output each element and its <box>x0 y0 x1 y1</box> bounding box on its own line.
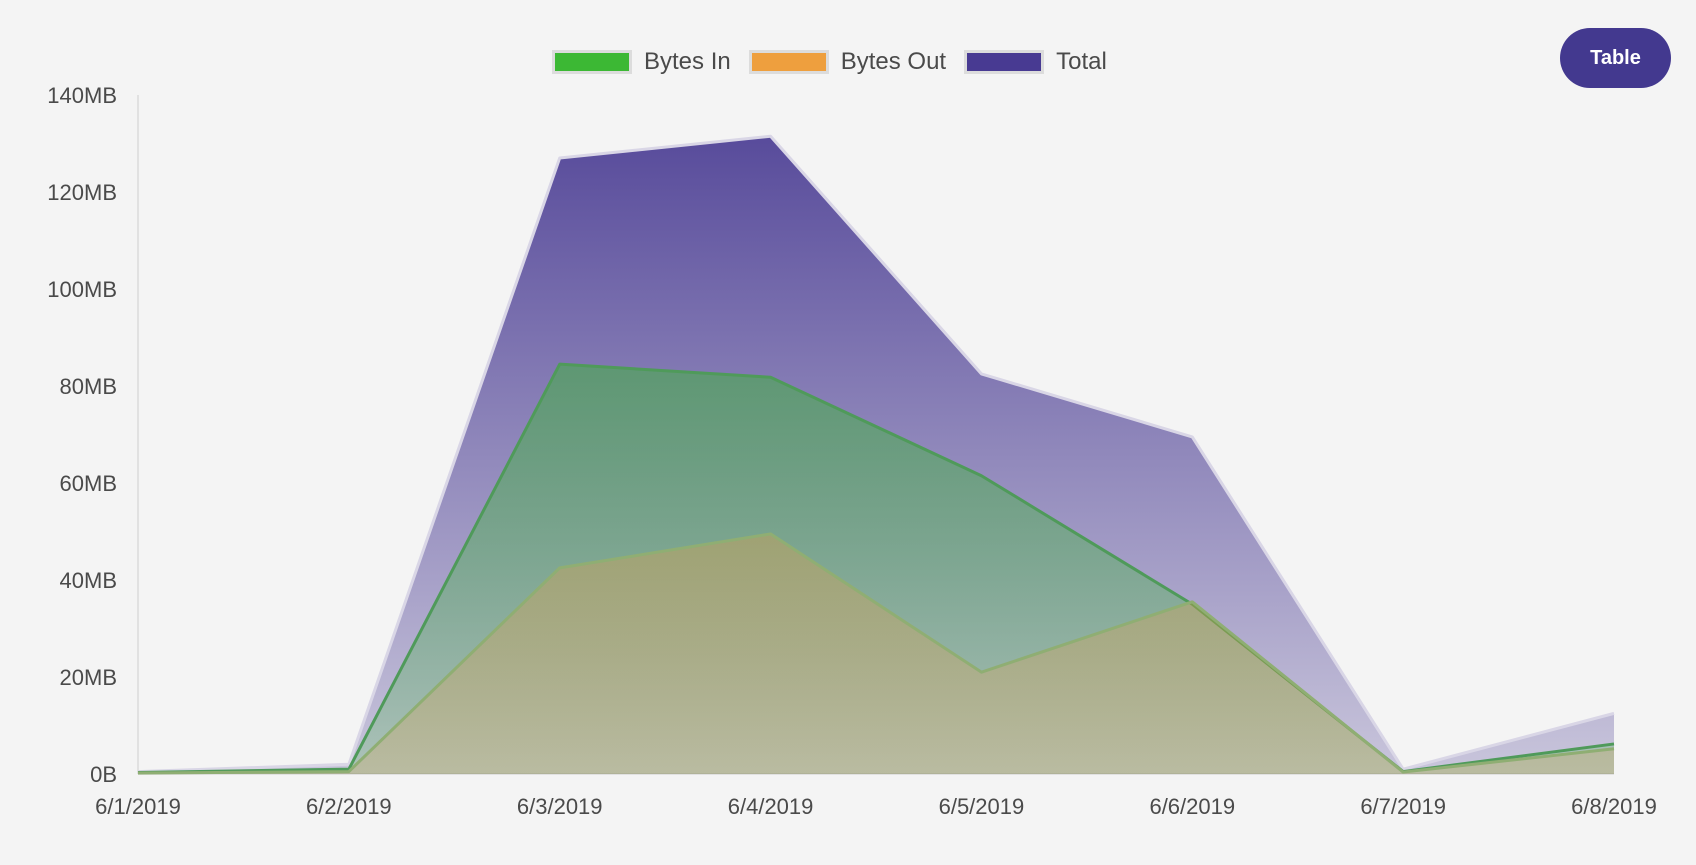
x-tick-label: 6/4/2019 <box>728 794 814 819</box>
legend-swatch-bytes-in <box>552 50 632 74</box>
x-tick-label: 6/2/2019 <box>306 794 392 819</box>
x-tick-label: 6/6/2019 <box>1149 794 1235 819</box>
legend-item-bytes-in[interactable]: Bytes In <box>552 48 731 76</box>
x-tick-label: 6/1/2019 <box>95 794 181 819</box>
x-tick-label: 6/7/2019 <box>1360 794 1446 819</box>
legend-item-bytes-out[interactable]: Bytes Out <box>749 48 946 76</box>
y-tick-label: 140MB <box>47 83 117 108</box>
y-tick-label: 20MB <box>60 665 117 690</box>
y-tick-label: 0B <box>90 762 117 787</box>
table-button[interactable]: Table <box>1560 28 1671 88</box>
legend-label-total: Total <box>1056 48 1107 76</box>
legend-label-bytes-in: Bytes In <box>644 48 731 76</box>
legend-swatch-total <box>964 50 1044 74</box>
y-tick-label: 60MB <box>60 471 117 496</box>
chart-legend: Bytes In Bytes Out Total <box>552 47 1107 77</box>
series-layer <box>138 136 1614 774</box>
y-tick-label: 100MB <box>47 277 117 302</box>
y-tick-label: 80MB <box>60 374 117 399</box>
y-tick-label: 40MB <box>60 568 117 593</box>
legend-swatch-bytes-out <box>749 50 829 74</box>
x-tick-label: 6/5/2019 <box>939 794 1025 819</box>
x-tick-label: 6/3/2019 <box>517 794 603 819</box>
x-tick-label: 6/8/2019 <box>1571 794 1657 819</box>
legend-item-total[interactable]: Total <box>964 48 1107 76</box>
legend-label-bytes-out: Bytes Out <box>841 48 946 76</box>
y-tick-label: 120MB <box>47 180 117 205</box>
